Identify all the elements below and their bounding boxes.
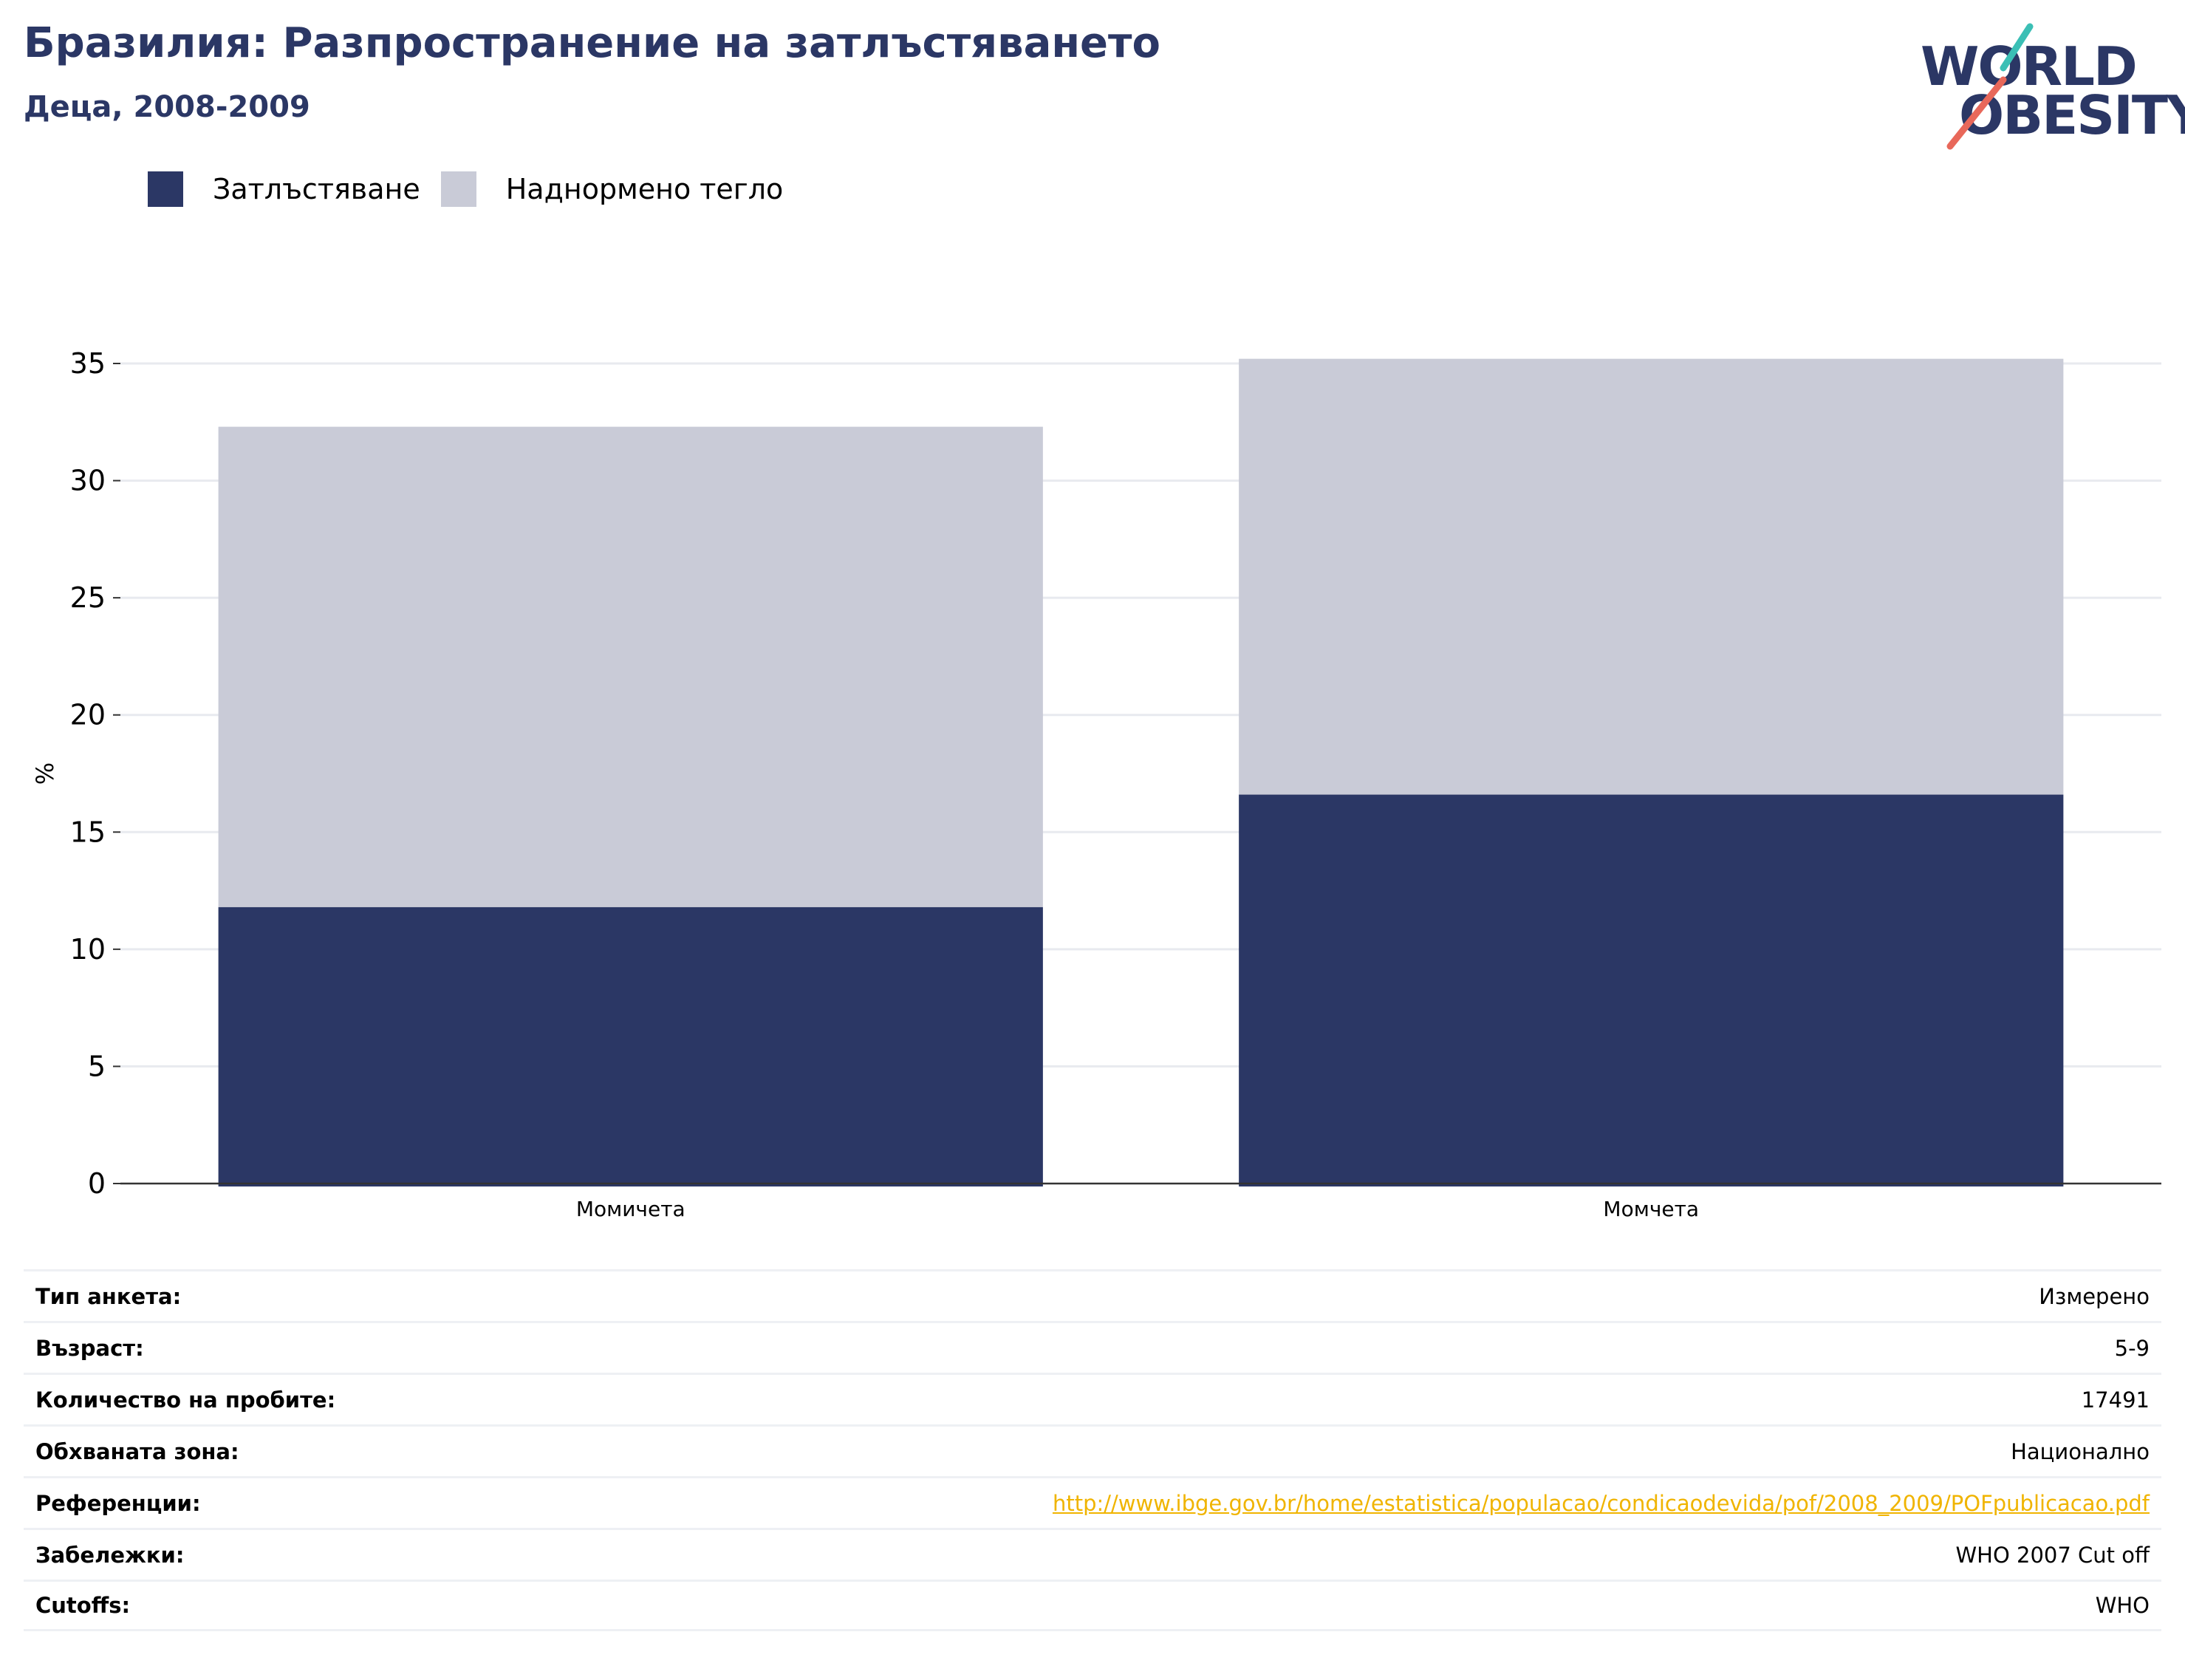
info-key: Забележки: [35,1542,185,1568]
y-tick-label: 30 [70,465,106,497]
info-row-sample-size: Количество на пробите: 17491 [24,1373,2161,1424]
bar-obesity-1 [1239,794,2064,1186]
legend-item-overweight: Наднормено тегло [440,171,784,207]
bar-overweight-1 [1239,358,2064,795]
info-key: Cutoffs: [35,1593,131,1618]
legend-label-overweight: Наднормено тегло [505,173,784,205]
y-tick-label: 25 [70,581,106,614]
x-tick-label: Момичета [576,1197,685,1221]
info-row-notes: Забележки: WHO 2007 Cut off [24,1528,2161,1580]
y-tick-label: 5 [88,1050,106,1082]
bar-obesity-0 [218,906,1043,1186]
info-key: Количество на пробите: [35,1387,336,1413]
info-value: Национално [2011,1438,2150,1464]
info-row-references: Референции: http://www.ibge.gov.br/home/… [24,1476,2161,1528]
chart-subtitle: Деца, 2008-2009 [24,90,310,124]
stacked-bar-chart: 0 5 10 15 20 25 30 35% Момичета Момчета [31,347,2161,1221]
survey-info-table: Тип анкета: Измерено Възраст: 5-9 Количе… [24,1269,2161,1631]
y-tick-label: 15 [70,816,106,848]
y-tick-label: 10 [70,933,106,966]
bar-overweight-0 [218,426,1043,907]
info-row-survey-type: Тип анкета: Измерено [24,1269,2161,1321]
info-value: WHO 2007 Cut off [1955,1542,2150,1568]
legend-swatch-overweight [440,171,476,207]
y-tick-label: 20 [70,699,106,731]
reference-link[interactable]: http://www.ibge.gov.br/home/estatistica/… [1052,1490,2150,1516]
info-key: Тип анкета: [35,1283,182,1309]
legend-label-obesity: Затлъстяване [213,173,420,205]
logo-slash-icon [1946,23,2034,150]
y-tick-label: 35 [70,347,106,380]
logo-word-world: WORLD [1921,35,2138,98]
info-value: Измерено [2039,1283,2150,1309]
info-row-age: Възраст: 5-9 [24,1321,2161,1373]
y-axis-label: % [31,762,59,785]
chart-legend: Затлъстяване Наднормено тегло [148,170,804,208]
info-key: Обхваната зона: [35,1438,239,1464]
info-key: Възраст: [35,1335,144,1361]
info-value: 5-9 [2114,1335,2150,1361]
info-value: WHO [2095,1593,2150,1618]
info-row-area-covered: Обхваната зона: Национално [24,1424,2161,1476]
info-row-cutoffs: Cutoffs: WHO [24,1580,2161,1631]
logo-word-obesity: OBESITY [1959,84,2185,146]
x-tick-label: Момчета [1603,1197,1699,1221]
world-obesity-logo: WORLD OBESITY [1921,22,2185,155]
legend-item-obesity: Затлъстяване [148,171,420,207]
legend-swatch-obesity [148,171,183,207]
chart-title: Бразилия: Разпространение на затлъстяван… [24,19,1160,67]
info-key: Референции: [35,1490,201,1516]
info-value: 17491 [2081,1387,2150,1413]
y-tick-label: 0 [88,1167,106,1200]
